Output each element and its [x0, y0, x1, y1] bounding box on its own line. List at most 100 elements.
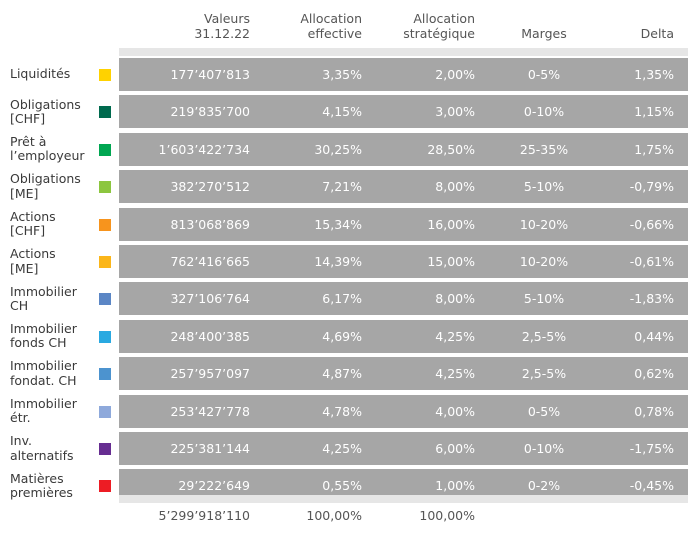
row-label-line: Obligations	[10, 171, 81, 187]
row-label-line: l’employeur	[10, 148, 85, 164]
cell-marges: 10-20%	[519, 254, 569, 269]
cell-marges: 5-10%	[523, 291, 565, 307]
row-bar: 327’106’764 6,17% 8,00% 5-10% -1,83%	[119, 282, 688, 316]
cell-marges: 0-10%	[523, 441, 565, 456]
row-label-line: [ME]	[10, 185, 39, 201]
row-bar: 253’427’778 4,78% 4,00% 0-5% 0,78%	[119, 394, 688, 428]
row-label-line: Actions	[10, 208, 56, 224]
cell-allocation-strategique: 4,25%	[435, 366, 475, 382]
cell-delta: 0,78%	[634, 403, 674, 419]
color-swatch	[99, 330, 111, 343]
cell-marges: 0-5%	[527, 403, 561, 419]
header-alloc-strat-line2: stratégique	[403, 26, 475, 41]
row-label-line: alternatifs	[10, 447, 74, 463]
row-bar: 225’381’144 4,25% 6,00% 0-10% -1,75%	[119, 432, 688, 465]
table-row: Inv. alternatifs 225’381’144 4,25% 6,00% 0-10…	[0, 430, 700, 467]
cell-allocation-effective: 6,17%	[322, 291, 362, 307]
row-label: Immobilier fonds CH	[10, 318, 90, 355]
row-label-line: Immobilier	[10, 395, 77, 411]
row-bar: 382’270’512 7,21% 8,00% 5-10% -0,79%	[119, 170, 688, 204]
row-label-line: fonds CH	[10, 335, 67, 351]
row-label-line: Obligations	[10, 96, 81, 112]
cell-marges: 0-5%	[527, 67, 561, 82]
row-label-line: premières	[10, 485, 73, 501]
row-bar: 257’957’097 4,87% 4,25% 2,5-5% 0,62%	[119, 357, 688, 391]
row-label: Obligations [ME]	[10, 168, 90, 205]
cell-marges: 2,5-5%	[521, 328, 567, 344]
cell-allocation-strategique: 4,25%	[435, 328, 475, 344]
table-row: Actions [CHF] 813’068’869 15,34% 16,00% 10-20…	[0, 206, 700, 243]
header-alloc-eff-line1: Allocation	[300, 11, 362, 26]
color-swatch	[99, 480, 111, 493]
cell-delta: -0,61%	[629, 254, 674, 269]
row-label: Obligations [CHF]	[10, 93, 90, 130]
row-label-line: étr.	[10, 410, 31, 426]
header-delta-text: Delta	[640, 26, 674, 41]
header-marges-text: Marges	[521, 26, 567, 41]
table-bottom-band	[119, 495, 688, 503]
cell-allocation-effective: 4,15%	[322, 104, 362, 120]
cell-allocation-effective: 4,78%	[322, 403, 362, 419]
row-label-line: Liquidités	[10, 66, 71, 82]
cell-allocation-strategique: 1,00%	[435, 478, 475, 494]
cell-allocation-effective: 15,34%	[314, 216, 362, 232]
header-alloc-eff-line2: effective	[307, 26, 362, 41]
color-swatch	[99, 405, 111, 418]
row-label-line: Prêt à	[10, 133, 47, 149]
cell-allocation-strategique: 6,00%	[435, 441, 475, 456]
cell-delta: -1,75%	[629, 441, 674, 456]
row-bar: 248’400’385 4,69% 4,25% 2,5-5% 0,44%	[119, 319, 688, 353]
color-swatch	[99, 293, 111, 306]
color-swatch	[99, 143, 111, 156]
cell-allocation-strategique: 3,00%	[435, 104, 475, 120]
cell-allocation-strategique: 15,00%	[427, 254, 475, 269]
cell-delta: 0,44%	[634, 328, 674, 344]
row-label-line: [ME]	[10, 260, 39, 276]
table-row: Immobilier fonds CH 248’400’385 4,69% 4,25% 2…	[0, 318, 700, 355]
row-label: Liquidités	[10, 56, 90, 93]
row-bar: 762’416’665 14,39% 15,00% 10-20% -0,61%	[119, 245, 688, 278]
cell-valeur: 29’222’649	[178, 478, 250, 494]
color-swatch	[99, 443, 111, 455]
color-swatch	[99, 181, 111, 194]
cell-valeur: 1’603’422’734	[158, 141, 250, 157]
cell-allocation-effective: 3,35%	[322, 67, 362, 82]
cell-marges: 25-35%	[519, 141, 569, 157]
total-allocation-effective: 100,00%	[306, 508, 362, 523]
row-label: Immobilier étr.	[10, 393, 90, 430]
cell-allocation-strategique: 2,00%	[435, 67, 475, 82]
color-swatch	[99, 368, 111, 381]
color-swatch	[99, 256, 111, 268]
row-label: Actions [CHF]	[10, 206, 90, 243]
cell-allocation-strategique: 8,00%	[435, 291, 475, 307]
cell-allocation-strategique: 28,50%	[427, 141, 475, 157]
header-valeurs: Valeurs 31.12.22	[150, 11, 250, 41]
row-label-line: fondat. CH	[10, 372, 77, 388]
header-valeurs-line1: Valeurs	[204, 11, 250, 26]
row-label-line: Immobilier	[10, 320, 77, 336]
row-label-line: [CHF]	[10, 111, 46, 127]
row-label: Immobilier CH	[10, 280, 90, 317]
cell-valeur: 177’407’813	[170, 67, 250, 82]
row-label: Prêt à l’employeur	[10, 131, 90, 168]
cell-valeur: 813’068’869	[170, 216, 250, 232]
table-row: Obligations [ME] 382’270’512 7,21% 8,00% 5-10…	[0, 168, 700, 205]
cell-delta: 1,15%	[634, 104, 674, 120]
cell-allocation-effective: 14,39%	[314, 254, 362, 269]
cell-delta: -1,83%	[629, 291, 674, 307]
cell-allocation-strategique: 4,00%	[435, 403, 475, 419]
cell-valeur: 762’416’665	[170, 254, 250, 269]
row-label-line: CH	[10, 298, 29, 314]
cell-allocation-effective: 4,69%	[322, 328, 362, 344]
cell-allocation-strategique: 8,00%	[435, 179, 475, 195]
cell-delta: 1,35%	[634, 67, 674, 82]
cell-valeur: 219’835’700	[170, 104, 250, 120]
cell-delta: -0,66%	[629, 216, 674, 232]
total-allocation-strategique: 100,00%	[419, 508, 475, 523]
header-alloc-strat-line1: Allocation	[413, 11, 475, 26]
row-label: Actions [ME]	[10, 243, 90, 280]
cell-delta: -0,45%	[629, 478, 674, 494]
row-label: Inv. alternatifs	[10, 430, 90, 467]
header-allocation-strategique: Allocation stratégique	[365, 11, 475, 41]
table-row: Obligations [CHF] 219’835’700 4,15% 3,00% 0-1…	[0, 93, 700, 130]
